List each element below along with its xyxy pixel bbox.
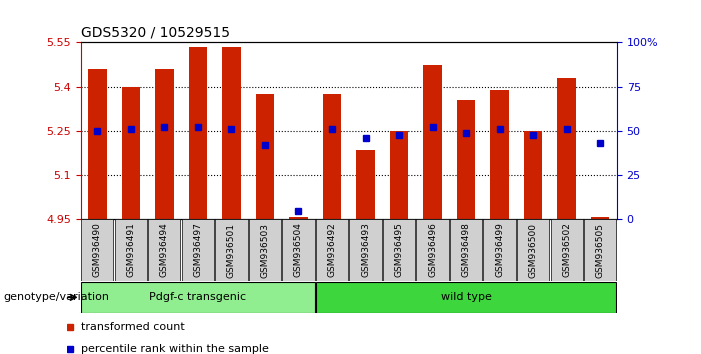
Text: GSM936494: GSM936494 [160,223,169,277]
FancyBboxPatch shape [215,219,247,281]
Text: wild type: wild type [441,292,491,302]
Text: genotype/variation: genotype/variation [4,292,109,302]
FancyBboxPatch shape [584,219,616,281]
Text: GSM936505: GSM936505 [596,223,605,278]
Text: GSM936503: GSM936503 [261,223,269,278]
Text: GSM936490: GSM936490 [93,223,102,278]
Text: GSM936492: GSM936492 [327,223,336,277]
Text: GSM936495: GSM936495 [395,223,404,278]
FancyBboxPatch shape [517,219,549,281]
Text: GSM936497: GSM936497 [193,223,203,278]
Text: GSM936501: GSM936501 [227,223,236,278]
Bar [457,100,475,219]
Bar [222,47,240,219]
FancyBboxPatch shape [349,219,381,281]
Text: percentile rank within the sample: percentile rank within the sample [81,344,268,354]
FancyBboxPatch shape [450,219,482,281]
Bar [88,69,107,219]
Bar [423,65,442,219]
Bar [390,131,408,219]
Bar [491,90,509,219]
FancyBboxPatch shape [484,219,516,281]
FancyBboxPatch shape [383,219,415,281]
Bar [322,94,341,219]
Text: GSM936504: GSM936504 [294,223,303,278]
Bar [356,150,375,219]
Bar [189,47,207,219]
FancyBboxPatch shape [283,219,315,281]
FancyBboxPatch shape [182,219,214,281]
FancyBboxPatch shape [316,282,616,313]
Bar [557,78,576,219]
Text: transformed count: transformed count [81,322,184,332]
FancyBboxPatch shape [316,219,348,281]
Text: GSM936493: GSM936493 [361,223,370,278]
Text: GSM936500: GSM936500 [529,223,538,278]
Text: GSM936491: GSM936491 [126,223,135,278]
Bar [591,217,609,219]
FancyBboxPatch shape [149,219,180,281]
Text: GDS5320 / 10529515: GDS5320 / 10529515 [81,26,230,40]
Text: GSM936502: GSM936502 [562,223,571,278]
FancyBboxPatch shape [249,219,281,281]
Text: GSM936498: GSM936498 [461,223,470,278]
Bar [256,94,274,219]
Bar [155,69,174,219]
FancyBboxPatch shape [416,219,449,281]
FancyBboxPatch shape [115,219,147,281]
FancyBboxPatch shape [81,219,114,281]
FancyBboxPatch shape [550,219,583,281]
Text: GSM936496: GSM936496 [428,223,437,278]
Text: Pdgf-c transgenic: Pdgf-c transgenic [149,292,247,302]
Bar [122,87,140,219]
Text: GSM936499: GSM936499 [495,223,504,278]
Bar [524,131,543,219]
FancyBboxPatch shape [81,282,315,313]
Bar [290,217,308,219]
